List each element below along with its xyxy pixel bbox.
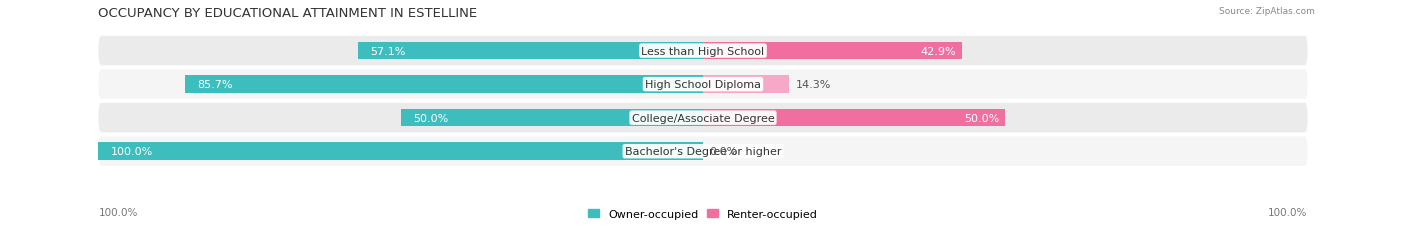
FancyBboxPatch shape (98, 37, 1308, 66)
FancyBboxPatch shape (98, 70, 1308, 99)
Bar (703, 76, 789, 93)
Text: 100.0%: 100.0% (98, 207, 138, 217)
Text: 0.0%: 0.0% (709, 146, 737, 157)
Text: 57.1%: 57.1% (370, 46, 405, 56)
Text: 50.0%: 50.0% (413, 113, 449, 123)
Text: 85.7%: 85.7% (197, 80, 232, 90)
Text: High School Diploma: High School Diploma (645, 80, 761, 90)
Bar (357, 43, 703, 60)
Text: OCCUPANCY BY EDUCATIONAL ATTAINMENT IN ESTELLINE: OCCUPANCY BY EDUCATIONAL ATTAINMENT IN E… (98, 7, 478, 20)
Bar (401, 109, 703, 127)
Text: 42.9%: 42.9% (921, 46, 956, 56)
Text: 100.0%: 100.0% (1268, 207, 1308, 217)
FancyBboxPatch shape (98, 137, 1308, 166)
Text: 50.0%: 50.0% (965, 113, 1000, 123)
Bar (703, 109, 1005, 127)
FancyBboxPatch shape (98, 103, 1308, 133)
Bar (98, 143, 703, 160)
Text: 14.3%: 14.3% (796, 80, 831, 90)
Text: Source: ZipAtlas.com: Source: ZipAtlas.com (1219, 7, 1315, 16)
Text: College/Associate Degree: College/Associate Degree (631, 113, 775, 123)
Bar (184, 76, 703, 93)
Text: Less than High School: Less than High School (641, 46, 765, 56)
Legend: Owner-occupied, Renter-occupied: Owner-occupied, Renter-occupied (583, 204, 823, 223)
Text: Bachelor's Degree or higher: Bachelor's Degree or higher (624, 146, 782, 157)
Text: 100.0%: 100.0% (111, 146, 153, 157)
Bar (703, 43, 962, 60)
